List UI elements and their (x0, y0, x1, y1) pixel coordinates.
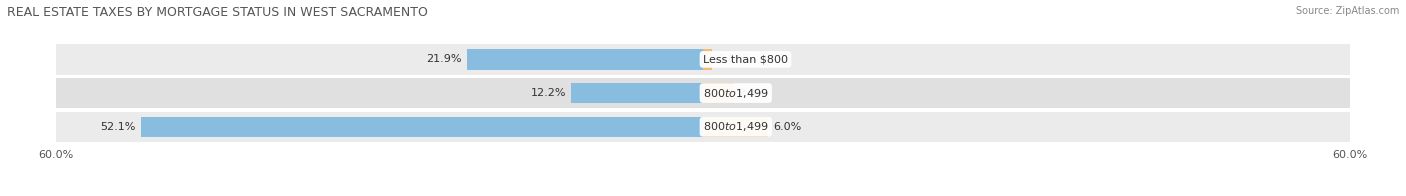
Text: 2.8%: 2.8% (738, 88, 768, 98)
Text: $800 to $1,499: $800 to $1,499 (703, 120, 769, 133)
Bar (56, 112, 1350, 142)
Bar (703, 49, 713, 70)
Text: 12.2%: 12.2% (530, 88, 567, 98)
Text: 52.1%: 52.1% (101, 122, 136, 132)
Text: $800 to $1,499: $800 to $1,499 (703, 87, 769, 100)
Bar (571, 83, 703, 103)
Bar (703, 83, 733, 103)
Bar (467, 49, 703, 70)
Bar (142, 117, 703, 137)
Bar (56, 78, 1350, 108)
Text: Source: ZipAtlas.com: Source: ZipAtlas.com (1295, 6, 1399, 16)
Text: 6.0%: 6.0% (773, 122, 801, 132)
Text: 0.86%: 0.86% (717, 54, 754, 64)
Text: 21.9%: 21.9% (426, 54, 461, 64)
Bar (703, 117, 768, 137)
Text: Less than $800: Less than $800 (703, 54, 787, 64)
Text: REAL ESTATE TAXES BY MORTGAGE STATUS IN WEST SACRAMENTO: REAL ESTATE TAXES BY MORTGAGE STATUS IN … (7, 6, 427, 19)
Bar (56, 44, 1350, 74)
